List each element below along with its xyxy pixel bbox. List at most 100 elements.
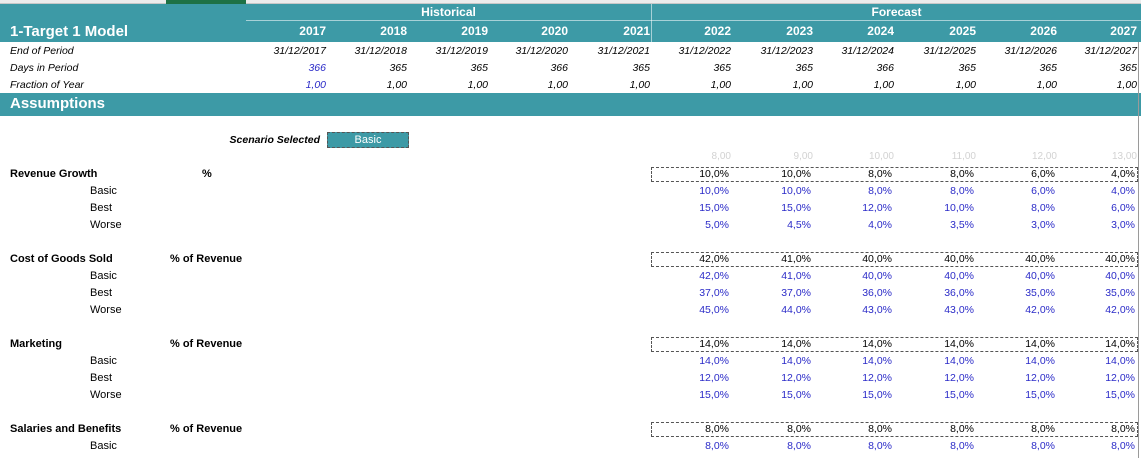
timeline-days-cell[interactable]: 365 (713, 62, 731, 74)
input-cell[interactable]: 14,0% (699, 355, 729, 367)
scenario-row-label: Basic (90, 270, 117, 282)
input-cell[interactable]: 15,0% (699, 202, 729, 214)
timeline-days-cell[interactable]: 366 (550, 62, 568, 74)
input-cell[interactable]: 10,0% (944, 202, 974, 214)
timeline-days-cell[interactable]: 366 (876, 62, 894, 74)
timeline-days-cell[interactable]: 365 (389, 62, 407, 74)
input-cell[interactable]: 35,0% (1105, 287, 1135, 299)
timeline-end-cell[interactable]: 31/12/2017 (273, 45, 326, 57)
input-cell[interactable]: 15,0% (781, 389, 811, 401)
input-cell[interactable]: 43,0% (944, 304, 974, 316)
selected-value-cell: 40,0% (1105, 253, 1135, 265)
input-cell[interactable]: 43,0% (862, 304, 892, 316)
input-cell[interactable]: 5,0% (705, 219, 729, 231)
timeline-fraction-cell[interactable]: 1,00 (1036, 79, 1057, 91)
input-cell[interactable]: 44,0% (781, 304, 811, 316)
input-cell[interactable]: 14,0% (1025, 355, 1055, 367)
input-cell[interactable]: 12,0% (781, 372, 811, 384)
timeline-fraction-cell[interactable]: 1,00 (873, 79, 894, 91)
timeline-end-cell[interactable]: 31/12/2020 (515, 45, 568, 57)
timeline-days-cell[interactable]: 365 (632, 62, 650, 74)
input-cell[interactable]: 36,0% (862, 287, 892, 299)
input-cell[interactable]: 14,0% (862, 355, 892, 367)
input-cell[interactable]: 42,0% (699, 270, 729, 282)
input-cell[interactable]: 8,0% (1031, 440, 1055, 452)
input-cell[interactable]: 3,5% (950, 219, 974, 231)
input-cell[interactable]: 40,0% (1105, 270, 1135, 282)
input-cell[interactable]: 41,0% (781, 270, 811, 282)
input-cell[interactable]: 14,0% (781, 355, 811, 367)
input-cell[interactable]: 8,0% (868, 185, 892, 197)
input-cell[interactable]: 3,0% (1031, 219, 1055, 231)
timeline-end-cell[interactable]: 31/12/2018 (354, 45, 407, 57)
input-cell[interactable]: 8,0% (950, 185, 974, 197)
input-cell[interactable]: 45,0% (699, 304, 729, 316)
timeline-days-cell[interactable]: 365 (1039, 62, 1057, 74)
input-cell[interactable]: 40,0% (944, 270, 974, 282)
timeline-fraction-cell[interactable]: 1,00 (629, 79, 650, 91)
input-cell[interactable]: 15,0% (944, 389, 974, 401)
scenario-dropdown[interactable]: Basic (327, 132, 409, 148)
timeline-end-cell[interactable]: 31/12/2027 (1084, 45, 1137, 57)
input-cell[interactable]: 42,0% (1025, 304, 1055, 316)
input-cell[interactable]: 10,0% (781, 185, 811, 197)
input-cell[interactable]: 12,0% (699, 372, 729, 384)
timeline-days-cell[interactable]: 365 (470, 62, 488, 74)
timeline-end-cell[interactable]: 31/12/2024 (841, 45, 894, 57)
input-cell[interactable]: 8,0% (868, 440, 892, 452)
input-cell[interactable]: 4,5% (787, 219, 811, 231)
input-cell[interactable]: 6,0% (1111, 202, 1135, 214)
timeline-end-cell[interactable]: 31/12/2026 (1004, 45, 1057, 57)
input-cell[interactable]: 15,0% (862, 389, 892, 401)
input-cell[interactable]: 14,0% (944, 355, 974, 367)
input-cell[interactable]: 42,0% (1105, 304, 1135, 316)
input-cell[interactable]: 40,0% (1025, 270, 1055, 282)
input-cell[interactable]: 15,0% (1105, 389, 1135, 401)
timeline-end-cell[interactable]: 31/12/2025 (923, 45, 976, 57)
input-cell[interactable]: 12,0% (1025, 372, 1055, 384)
input-cell[interactable]: 37,0% (699, 287, 729, 299)
timeline-days-cell[interactable]: 365 (795, 62, 813, 74)
timeline-fraction-cell[interactable]: 1,00 (547, 79, 568, 91)
input-cell[interactable]: 6,0% (1031, 185, 1055, 197)
input-cell[interactable]: 12,0% (862, 202, 892, 214)
selected-value-cell: 40,0% (862, 253, 892, 265)
timeline-fraction-cell[interactable]: 1,00 (1116, 79, 1137, 91)
timeline-days-cell[interactable]: 366 (308, 62, 326, 74)
timeline-end-cell[interactable]: 31/12/2021 (597, 45, 650, 57)
timeline-end-cell[interactable]: 31/12/2022 (678, 45, 731, 57)
input-cell[interactable]: 15,0% (781, 202, 811, 214)
input-cell[interactable]: 10,0% (699, 185, 729, 197)
input-cell[interactable]: 4,0% (868, 219, 892, 231)
input-cell[interactable]: 8,0% (787, 440, 811, 452)
input-cell[interactable]: 12,0% (862, 372, 892, 384)
input-cell[interactable]: 8,0% (1111, 440, 1135, 452)
timeline-fraction-cell[interactable]: 1,00 (386, 79, 407, 91)
input-cell[interactable]: 37,0% (781, 287, 811, 299)
timeline-fraction-cell[interactable]: 1,00 (305, 79, 326, 91)
input-cell[interactable]: 3,0% (1111, 219, 1135, 231)
input-cell[interactable]: 35,0% (1025, 287, 1055, 299)
input-cell[interactable]: 14,0% (1105, 355, 1135, 367)
model-title: 1-Target 1 Model (10, 23, 129, 40)
input-cell[interactable]: 8,0% (705, 440, 729, 452)
input-cell[interactable]: 40,0% (862, 270, 892, 282)
timeline-end-cell[interactable]: 31/12/2019 (435, 45, 488, 57)
timeline-days-cell[interactable]: 365 (1119, 62, 1137, 74)
input-cell[interactable]: 8,0% (950, 440, 974, 452)
input-cell[interactable]: 15,0% (699, 389, 729, 401)
input-cell[interactable]: 12,0% (1105, 372, 1135, 384)
input-cell[interactable]: 4,0% (1111, 185, 1135, 197)
timeline-fraction-cell[interactable]: 1,00 (792, 79, 813, 91)
timeline-fraction-cell[interactable]: 1,00 (710, 79, 731, 91)
right-edge-line (1138, 42, 1139, 458)
timeline-end-cell[interactable]: 31/12/2023 (760, 45, 813, 57)
input-cell[interactable]: 15,0% (1025, 389, 1055, 401)
timeline-days-cell[interactable]: 365 (958, 62, 976, 74)
input-cell[interactable]: 12,0% (944, 372, 974, 384)
selected-scenario-box (651, 422, 1138, 437)
input-cell[interactable]: 8,0% (1031, 202, 1055, 214)
input-cell[interactable]: 36,0% (944, 287, 974, 299)
timeline-fraction-cell[interactable]: 1,00 (955, 79, 976, 91)
timeline-fraction-cell[interactable]: 1,00 (467, 79, 488, 91)
